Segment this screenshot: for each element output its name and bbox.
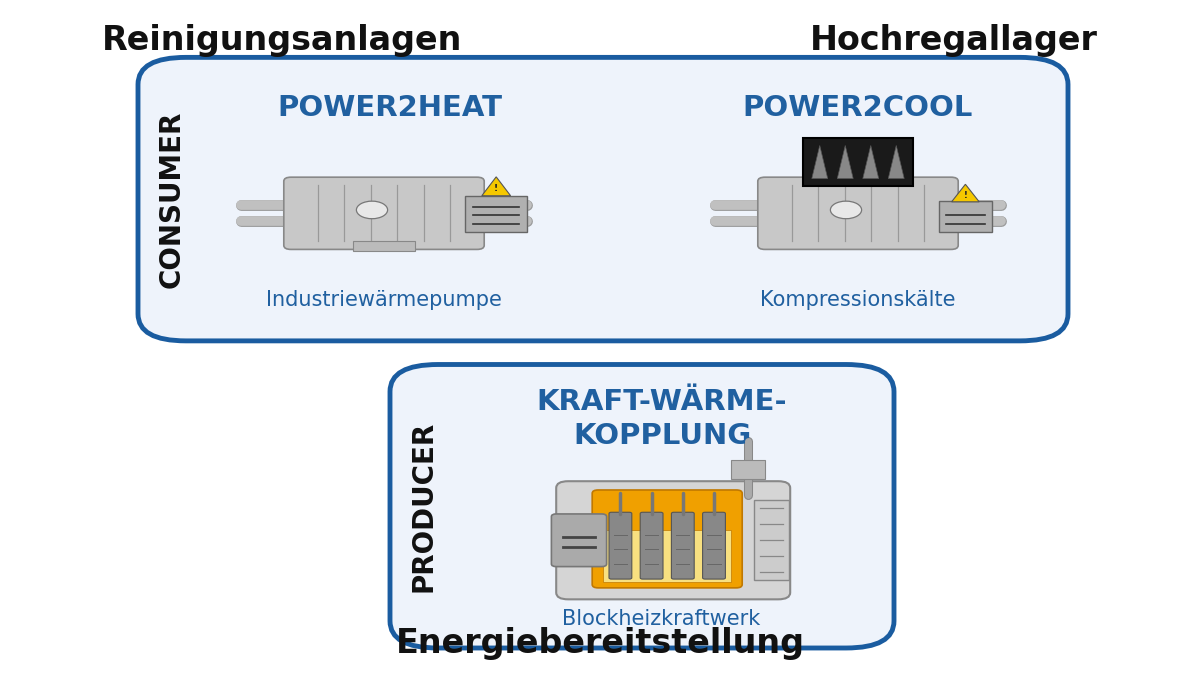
FancyBboxPatch shape	[703, 512, 726, 579]
FancyBboxPatch shape	[390, 364, 894, 648]
Text: Energiebereitstellung: Energiebereitstellung	[396, 627, 804, 660]
Text: Blockheizkraftwerk: Blockheizkraftwerk	[562, 609, 761, 629]
FancyBboxPatch shape	[732, 460, 766, 479]
Text: Kompressionskälte: Kompressionskälte	[761, 290, 955, 310]
FancyBboxPatch shape	[552, 514, 607, 566]
Text: !: !	[494, 184, 498, 193]
FancyBboxPatch shape	[557, 481, 790, 599]
FancyBboxPatch shape	[604, 531, 732, 582]
Text: PRODUCER: PRODUCER	[409, 421, 438, 592]
FancyBboxPatch shape	[138, 57, 1068, 341]
FancyBboxPatch shape	[940, 201, 992, 232]
Polygon shape	[952, 184, 979, 202]
Polygon shape	[863, 146, 878, 179]
FancyBboxPatch shape	[804, 138, 912, 186]
FancyBboxPatch shape	[464, 196, 528, 232]
FancyBboxPatch shape	[353, 241, 415, 252]
FancyBboxPatch shape	[641, 512, 664, 579]
Text: Hochregallager: Hochregallager	[810, 24, 1098, 57]
Text: CONSUMER: CONSUMER	[157, 111, 186, 288]
Polygon shape	[888, 146, 905, 179]
Text: KRAFT-WÄRME-
KOPPLUNG: KRAFT-WÄRME- KOPPLUNG	[536, 388, 787, 450]
Polygon shape	[838, 146, 853, 179]
Text: POWER2HEAT: POWER2HEAT	[277, 95, 503, 122]
Text: !: !	[964, 190, 967, 200]
Polygon shape	[481, 177, 511, 196]
Text: Reinigungsanlagen: Reinigungsanlagen	[102, 24, 462, 57]
FancyBboxPatch shape	[284, 178, 485, 250]
FancyBboxPatch shape	[755, 500, 790, 580]
Circle shape	[830, 201, 862, 219]
FancyBboxPatch shape	[593, 490, 742, 588]
Circle shape	[356, 201, 388, 219]
FancyBboxPatch shape	[672, 512, 695, 579]
Polygon shape	[811, 146, 828, 179]
Text: POWER2COOL: POWER2COOL	[743, 95, 973, 122]
Text: Industriewärmepumpe: Industriewärmepumpe	[266, 290, 502, 310]
FancyBboxPatch shape	[758, 178, 958, 250]
FancyBboxPatch shape	[610, 512, 632, 579]
